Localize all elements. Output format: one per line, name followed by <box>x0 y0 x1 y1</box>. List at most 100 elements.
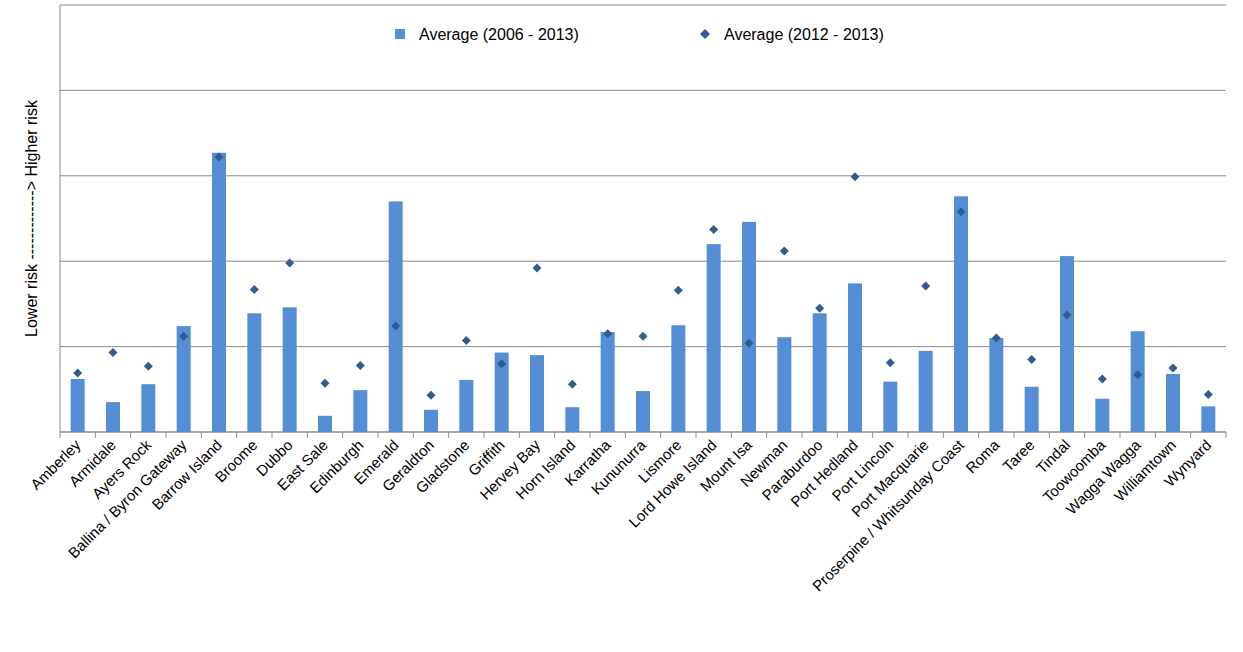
bar <box>671 325 685 432</box>
x-tick <box>766 432 767 438</box>
bar <box>1131 331 1145 432</box>
point <box>250 285 259 294</box>
y-axis-label: Lower risk -------------> Higher risk <box>23 99 40 337</box>
bar <box>389 201 403 432</box>
x-tick <box>60 432 61 438</box>
x-tick <box>307 432 308 438</box>
x-tick-label: Proserpine / Whitsunday Coast <box>809 436 968 595</box>
point <box>109 348 118 357</box>
bar <box>707 244 721 432</box>
bar <box>742 222 756 432</box>
x-tick-label: Broome <box>211 436 260 485</box>
x-tick <box>201 432 202 438</box>
bar <box>636 391 650 432</box>
point <box>356 361 365 370</box>
x-tick <box>908 432 909 438</box>
grid-line <box>60 346 1226 347</box>
y-axis <box>60 5 61 432</box>
point <box>709 225 718 234</box>
bar <box>1025 387 1039 432</box>
x-tick <box>731 432 732 438</box>
x-tick <box>130 432 131 438</box>
x-tick <box>1120 432 1121 438</box>
bar <box>989 338 1003 432</box>
x-tick <box>696 432 697 438</box>
x-tick <box>802 432 803 438</box>
bar <box>601 332 615 432</box>
bar <box>106 402 120 432</box>
x-tick <box>484 432 485 438</box>
x-tick <box>1014 432 1015 438</box>
point <box>815 304 824 313</box>
x-tick <box>872 432 873 438</box>
bar <box>1166 374 1180 432</box>
x-tick-label: Taree <box>999 436 1038 475</box>
x-tick <box>448 432 449 438</box>
point <box>568 380 577 389</box>
bar <box>283 307 297 432</box>
bar <box>1095 399 1109 432</box>
x-tick <box>413 432 414 438</box>
point <box>921 281 930 290</box>
point <box>1098 375 1107 384</box>
bar <box>954 196 968 432</box>
bar <box>813 313 827 432</box>
x-tick <box>1190 432 1191 438</box>
x-tick <box>1155 432 1156 438</box>
grid-line <box>60 5 1226 6</box>
x-tick-label: Roma <box>962 436 1003 477</box>
point <box>144 362 153 371</box>
bar <box>353 390 367 432</box>
point <box>886 358 895 367</box>
point <box>427 391 436 400</box>
bar <box>177 326 191 432</box>
point <box>1063 311 1072 320</box>
bar <box>318 416 332 432</box>
point <box>1169 363 1178 372</box>
x-tick <box>554 432 555 438</box>
legend-swatch <box>395 29 405 39</box>
x-tick <box>625 432 626 438</box>
marks <box>71 153 1216 432</box>
x-tick <box>342 432 343 438</box>
point <box>992 334 1001 343</box>
point <box>957 207 966 216</box>
bar <box>71 379 85 432</box>
grid-line <box>60 175 1226 176</box>
x-tick <box>590 432 591 438</box>
bar <box>459 380 473 432</box>
bar <box>141 384 155 432</box>
bar <box>495 353 509 432</box>
bar <box>247 313 261 432</box>
grid-line <box>60 261 1226 262</box>
x-tick <box>837 432 838 438</box>
bar <box>919 351 933 432</box>
x-tick <box>660 432 661 438</box>
legend-swatch <box>700 29 710 39</box>
point <box>321 379 330 388</box>
point <box>462 336 471 345</box>
point <box>391 322 400 331</box>
point <box>1204 390 1213 399</box>
x-tick <box>1084 432 1085 438</box>
point <box>533 264 542 273</box>
x-tick <box>95 432 96 438</box>
bar <box>883 382 897 432</box>
point <box>639 332 648 341</box>
bar <box>848 283 862 432</box>
bar <box>777 337 791 432</box>
x-tick-label: Gladstone <box>412 436 472 496</box>
point <box>1027 355 1036 364</box>
point <box>780 246 789 255</box>
bar <box>1060 256 1074 432</box>
bar <box>530 355 544 432</box>
bar <box>424 410 438 432</box>
x-tick <box>943 432 944 438</box>
x-tick <box>236 432 237 438</box>
bar <box>212 153 226 432</box>
x-tick <box>519 432 520 438</box>
point <box>285 258 294 267</box>
x-tick <box>1226 432 1227 438</box>
point <box>745 339 754 348</box>
point <box>215 153 224 162</box>
